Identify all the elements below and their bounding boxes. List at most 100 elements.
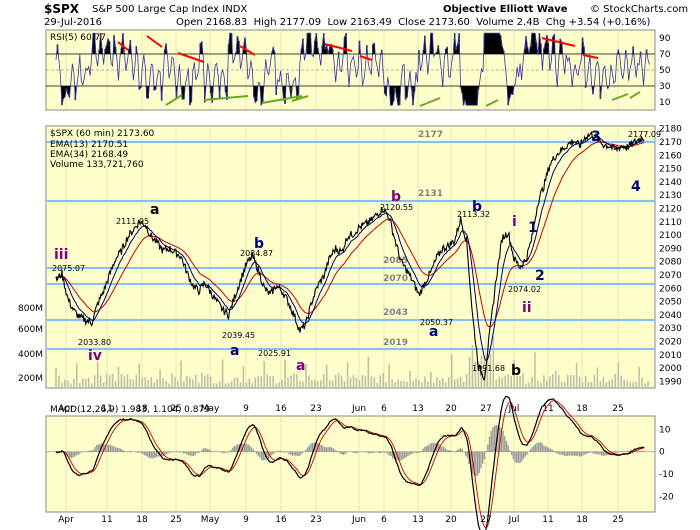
price-xlabel-2: 18 bbox=[136, 404, 148, 414]
macd-xlabel-11: 20 bbox=[445, 515, 457, 525]
rsi-tick-2: 50 bbox=[659, 66, 671, 76]
rsi-divergence-green-7 bbox=[629, 91, 641, 99]
macd-title: MACD(12,26,9) 1.983, 1.104, 0.879 bbox=[50, 405, 210, 415]
macd-xlabel-2: 18 bbox=[136, 515, 148, 525]
symbol-title: $SPX bbox=[44, 2, 80, 16]
macd-xlabel-15: 18 bbox=[576, 515, 588, 525]
price-tick-2070: 2070 bbox=[659, 271, 682, 281]
price-tick-2150: 2150 bbox=[659, 165, 682, 175]
price-annotation-4: 2033.80 bbox=[78, 338, 111, 347]
rsi-divergence-red-4 bbox=[541, 37, 576, 47]
price-annotation-6: 2120.55 bbox=[380, 203, 413, 212]
macd-xlabel-0: Apr bbox=[58, 515, 74, 525]
volume-tick-3: 200M bbox=[18, 374, 43, 384]
price-tick-2170: 2170 bbox=[659, 138, 682, 148]
price-xlabel-13: Jul bbox=[508, 404, 520, 414]
rsi-divergence-red-7 bbox=[239, 45, 256, 56]
wave-label-8: b bbox=[472, 199, 482, 215]
source-label: Objective Elliott Wave bbox=[443, 4, 568, 15]
wave-label-14: 4 bbox=[631, 179, 641, 195]
macd-xlabel-4: May bbox=[201, 515, 220, 525]
price-tick-2110: 2110 bbox=[659, 218, 682, 228]
rsi-divergence-green-3 bbox=[291, 95, 309, 102]
price-annotation-1: 2075.07 bbox=[52, 264, 85, 273]
macd-xlabel-6: 16 bbox=[275, 515, 287, 525]
price-xlabel-8: Jun bbox=[351, 404, 366, 414]
rsi-divergence-green-0 bbox=[165, 94, 183, 106]
price-tick-2130: 2130 bbox=[659, 191, 682, 201]
ema13-line bbox=[55, 136, 645, 362]
macd-line bbox=[55, 395, 645, 530]
macd-tick-1: 0 bbox=[659, 448, 665, 458]
rsi-tick-3: 70 bbox=[659, 50, 671, 60]
level-label-2043: 2043 bbox=[383, 308, 408, 318]
wave-label-15: b bbox=[511, 363, 521, 379]
wave-label-7: a bbox=[429, 324, 438, 340]
wave-label-9: i bbox=[512, 214, 517, 230]
rsi-divergence-green-4 bbox=[419, 97, 441, 107]
rsi-divergence-red-3 bbox=[359, 55, 373, 61]
price-tick-2030: 2030 bbox=[659, 324, 682, 334]
level-label-2177: 2177 bbox=[418, 130, 443, 140]
price-tick-2050: 2050 bbox=[659, 298, 682, 308]
price-xlabel-6: 16 bbox=[275, 404, 287, 414]
wave-label-6: b bbox=[391, 189, 401, 205]
wave-label-3: b bbox=[254, 236, 264, 252]
rsi-tick-0: 10 bbox=[659, 98, 671, 108]
price-tick-1990: 1990 bbox=[659, 377, 682, 387]
price-xlabel-0: Apr bbox=[58, 404, 74, 414]
wave-label-0: iii bbox=[54, 247, 68, 263]
price-tick-2180: 2180 bbox=[659, 125, 682, 135]
price-annotation-0: 2111.05 bbox=[116, 217, 149, 226]
price-tick-2000: 2000 bbox=[659, 364, 682, 374]
macd-xlabel-10: 13 bbox=[412, 515, 423, 525]
date-label: 29-Jul-2016 bbox=[44, 17, 103, 28]
rsi-divergence-green-1 bbox=[203, 95, 249, 101]
macd-tick-0: 10 bbox=[659, 425, 671, 435]
rsi-divergence-green-2 bbox=[261, 95, 303, 104]
ohlc-summary: Open 2168.83 High 2177.09 Low 2163.49 Cl… bbox=[176, 17, 651, 28]
volume-tick-2: 400M bbox=[18, 350, 43, 360]
macd-xlabel-13: Jul bbox=[508, 515, 520, 525]
price-xlabel-11: 20 bbox=[445, 404, 457, 414]
rsi-divergence-red-1 bbox=[177, 52, 205, 63]
level-label-2085: 2085 bbox=[383, 256, 408, 266]
price-xlabel-3: 25 bbox=[170, 404, 181, 414]
macd-xlabel-9: 6 bbox=[381, 515, 387, 525]
wave-label-11: 1 bbox=[528, 220, 538, 236]
macd-xlabel-14: 11 bbox=[542, 515, 553, 525]
rsi-line bbox=[55, 32, 650, 106]
price-xlabel-12: 27 bbox=[480, 404, 491, 414]
volume-tick-1: 600M bbox=[18, 325, 43, 335]
legend-ema13: EMA(13) 2170.51 bbox=[50, 140, 128, 150]
wave-label-12: 2 bbox=[535, 268, 545, 284]
price-xlabel-7: 23 bbox=[310, 404, 321, 414]
wave-label-13: 3 bbox=[591, 129, 601, 145]
level-label-2019: 2019 bbox=[383, 338, 408, 348]
price-xlabel-5: 9 bbox=[243, 404, 249, 414]
rsi-divergence-red-2 bbox=[324, 43, 353, 52]
price-tick-2160: 2160 bbox=[659, 151, 682, 161]
rsi-divergence-green-5 bbox=[485, 99, 499, 107]
price-annotation-10: 2177.09 bbox=[628, 130, 661, 139]
macd-xlabel-1: 11 bbox=[101, 515, 112, 525]
price-tick-2140: 2140 bbox=[659, 178, 682, 188]
price-tick-2090: 2090 bbox=[659, 244, 682, 254]
price-annotation-11: 1991.68 bbox=[472, 364, 505, 373]
price-xlabel-10: 13 bbox=[412, 404, 423, 414]
price-xlabel-4: May bbox=[201, 404, 220, 414]
wave-label-2: a bbox=[150, 202, 159, 218]
macd-tick-3: -20 bbox=[659, 492, 674, 502]
price-annotation-2: 2084.87 bbox=[240, 249, 273, 258]
price-annotation-3: 2039.45 bbox=[222, 331, 255, 340]
price-annotation-8: 2050.37 bbox=[420, 318, 453, 327]
price-tick-2040: 2040 bbox=[659, 311, 682, 321]
wave-label-4: a bbox=[230, 343, 239, 359]
price-tick-2010: 2010 bbox=[659, 351, 682, 361]
ema34-line bbox=[55, 141, 645, 328]
price-tick-2080: 2080 bbox=[659, 258, 682, 268]
price-annotation-7: 2113.32 bbox=[457, 210, 490, 219]
rsi-divergence-red-0 bbox=[146, 35, 163, 48]
price-tick-2100: 2100 bbox=[659, 231, 682, 241]
